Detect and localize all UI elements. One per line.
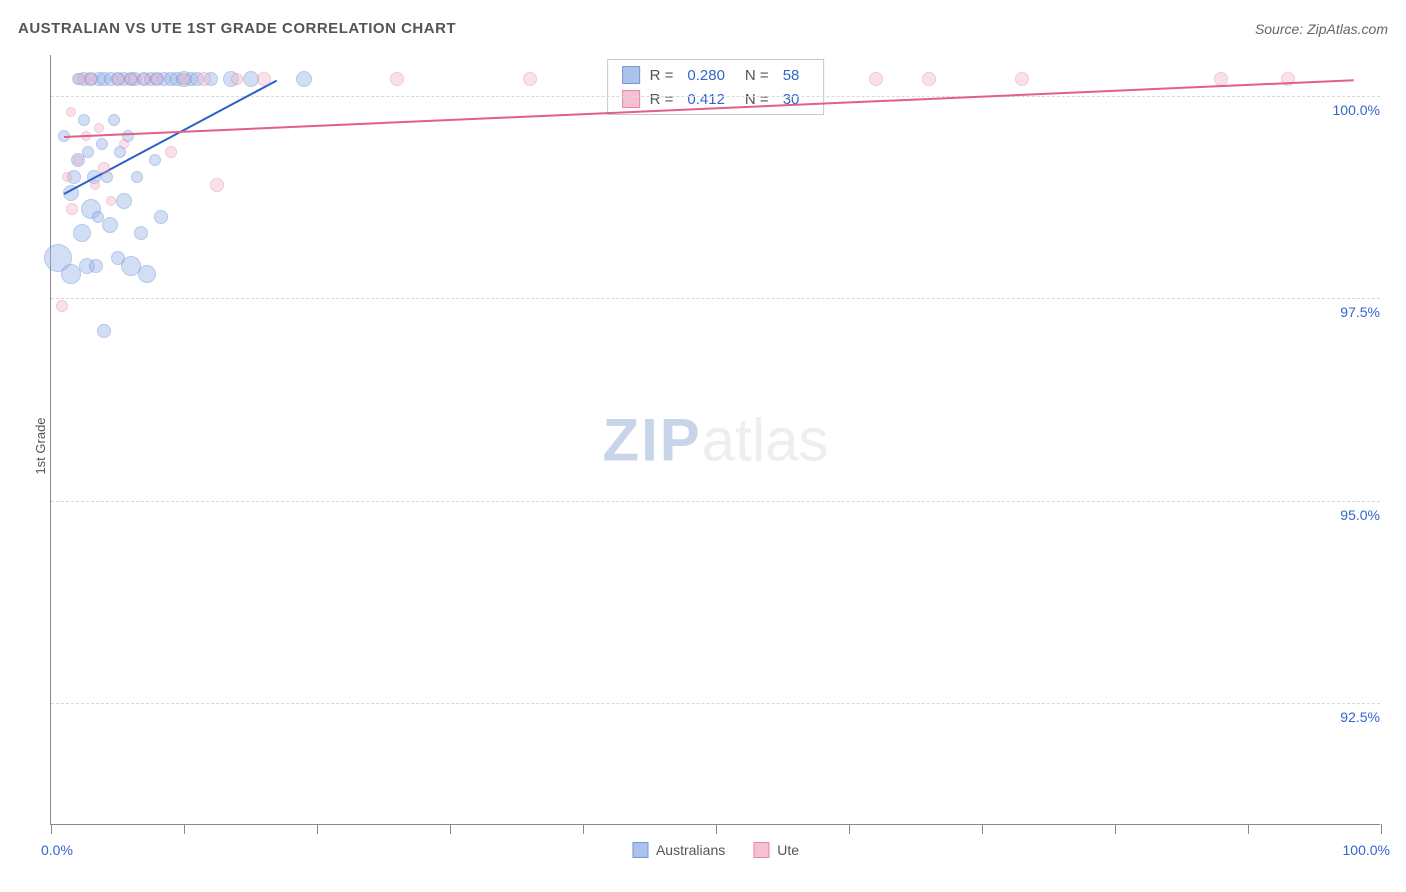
stats-swatch-icon: [622, 66, 640, 84]
stats-r-label: R =: [650, 67, 674, 84]
data-point: [116, 193, 132, 209]
data-point: [97, 324, 111, 338]
data-point: [62, 172, 72, 182]
data-point: [73, 224, 91, 242]
y-tick-label: 97.5%: [1338, 304, 1382, 320]
x-tick: [450, 824, 451, 834]
gridline: [51, 298, 1380, 299]
data-point: [869, 72, 883, 86]
data-point: [523, 72, 537, 86]
y-tick-label: 92.5%: [1338, 709, 1382, 725]
data-point: [61, 264, 81, 284]
trend-line: [64, 79, 278, 194]
data-point: [102, 217, 118, 233]
x-axis-max-label: 100.0%: [1343, 842, 1390, 858]
data-point: [138, 265, 156, 283]
data-point: [90, 180, 100, 190]
data-point: [296, 71, 312, 87]
data-point: [390, 72, 404, 86]
data-point: [66, 203, 78, 215]
data-point: [178, 73, 190, 85]
legend-label: Australians: [656, 842, 725, 858]
stats-n-value: 58: [783, 67, 800, 84]
data-point: [73, 155, 83, 165]
data-point: [106, 196, 116, 206]
data-point: [922, 72, 936, 86]
x-tick: [716, 824, 717, 834]
data-point: [56, 300, 68, 312]
x-tick: [1381, 824, 1382, 834]
data-point: [134, 226, 148, 240]
stats-row: R = 0.280 N = 58: [622, 66, 810, 84]
data-point: [165, 146, 177, 158]
data-point: [94, 123, 104, 133]
x-tick: [1248, 824, 1249, 834]
x-tick: [184, 824, 185, 834]
stats-r-value: 0.280: [687, 67, 725, 84]
data-point: [66, 107, 76, 117]
data-point: [1015, 72, 1029, 86]
chart-source: Source: ZipAtlas.com: [1255, 21, 1388, 37]
y-axis-label: 1st Grade: [33, 417, 48, 474]
chart-header: AUSTRALIAN VS UTE 1ST GRADE CORRELATION …: [18, 20, 1388, 37]
x-tick: [1115, 824, 1116, 834]
data-point: [197, 72, 211, 86]
stats-n-label: N =: [745, 67, 769, 84]
chart-title: AUSTRALIAN VS UTE 1ST GRADE CORRELATION …: [18, 20, 456, 37]
y-tick-label: 95.0%: [1338, 507, 1382, 523]
data-point: [98, 162, 110, 174]
data-point: [210, 178, 224, 192]
data-point: [138, 73, 150, 85]
data-point: [131, 171, 143, 183]
data-point: [154, 210, 168, 224]
stats-r-value: 0.412: [687, 91, 725, 108]
legend-item: Australians: [632, 842, 725, 858]
data-point: [112, 73, 124, 85]
watermark: ZIPatlas: [602, 405, 828, 474]
data-point: [89, 259, 103, 273]
data-point: [85, 73, 97, 85]
legend-item: Ute: [753, 842, 799, 858]
stats-r-label: R =: [650, 91, 674, 108]
x-tick: [982, 824, 983, 834]
data-point: [151, 73, 163, 85]
data-point: [257, 72, 271, 86]
data-point: [119, 139, 129, 149]
data-point: [231, 73, 243, 85]
data-point: [82, 146, 94, 158]
x-tick: [849, 824, 850, 834]
x-tick: [317, 824, 318, 834]
legend-swatch-icon: [753, 842, 769, 858]
data-point: [96, 138, 108, 150]
legend-label: Ute: [777, 842, 799, 858]
data-point: [78, 114, 90, 126]
data-point: [149, 154, 161, 166]
stats-swatch-icon: [622, 90, 640, 108]
y-tick-label: 100.0%: [1331, 102, 1382, 118]
gridline: [51, 501, 1380, 502]
x-tick: [583, 824, 584, 834]
gridline: [51, 703, 1380, 704]
data-point: [125, 73, 137, 85]
watermark-atlas: atlas: [702, 406, 829, 473]
legend-swatch-icon: [632, 842, 648, 858]
series-legend: Australians Ute: [632, 842, 799, 858]
scatter-plot: ZIPatlas R = 0.280 N = 58 R = 0.412 N = …: [50, 55, 1380, 825]
x-axis-min-label: 0.0%: [41, 842, 73, 858]
data-point: [108, 114, 120, 126]
x-tick: [51, 824, 52, 834]
watermark-zip: ZIP: [602, 406, 701, 473]
